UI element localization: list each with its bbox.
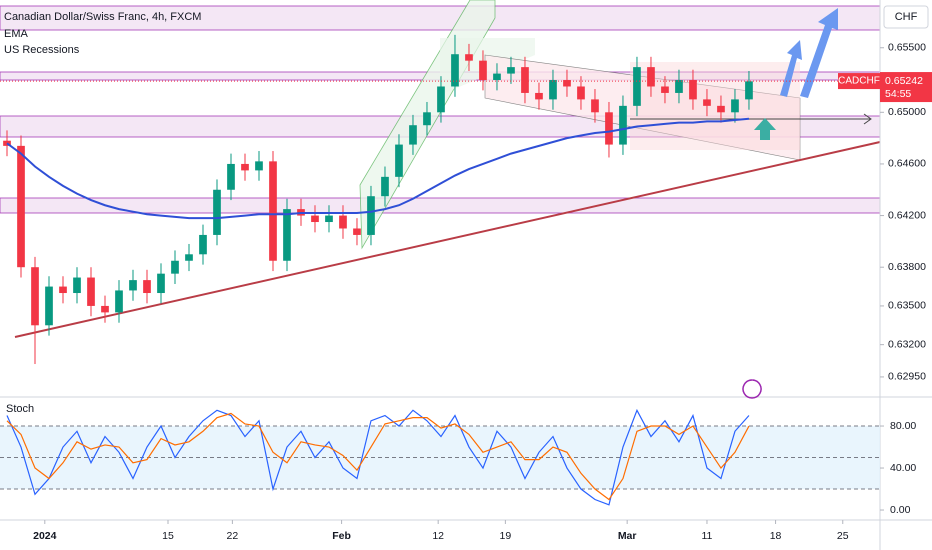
- candle-body: [255, 161, 263, 171]
- candle-body: [199, 234, 207, 255]
- candle-body: [395, 144, 403, 177]
- x-tick-label: 11: [702, 530, 713, 542]
- candle-body: [675, 80, 683, 93]
- candle-body: [339, 215, 347, 229]
- x-tick-label: 25: [837, 530, 849, 542]
- indicator-label: EMA: [4, 28, 29, 40]
- candle-body: [451, 54, 459, 87]
- candle-body: [423, 112, 431, 126]
- candle-body: [367, 196, 375, 235]
- candle-body: [227, 163, 235, 190]
- candle-body: [437, 86, 445, 113]
- candle-body: [689, 80, 697, 100]
- countdown: 54:55: [885, 88, 911, 100]
- y-tick-label: 0.63800: [888, 261, 926, 273]
- y-tick-label: 0.65000: [888, 106, 926, 118]
- candle-body: [731, 99, 739, 113]
- x-tick-label: 15: [162, 530, 174, 542]
- candle-body: [129, 280, 137, 291]
- x-tick-label: 19: [500, 530, 512, 542]
- zone: [0, 5, 881, 31]
- candle-body: [101, 305, 109, 313]
- candle-body: [605, 112, 613, 145]
- candle-body: [143, 280, 151, 294]
- y-tick-label: 0.63200: [888, 338, 926, 350]
- candle-body: [717, 105, 725, 113]
- candle-body: [479, 60, 487, 81]
- candle-body: [115, 290, 123, 313]
- candle-body: [59, 286, 67, 294]
- candle-body: [619, 105, 627, 145]
- y-tick-label: 0.64600: [888, 158, 926, 170]
- candle-body: [661, 86, 669, 93]
- y-tick-label: 0.64200: [888, 209, 926, 221]
- candle-body: [269, 161, 277, 261]
- projection-arrow: [800, 8, 838, 98]
- x-tick-label: 22: [227, 530, 239, 542]
- candle-body: [647, 67, 655, 87]
- pane-title: Stoch: [6, 403, 34, 415]
- box: [630, 62, 800, 150]
- x-tick-label: 12: [432, 530, 444, 542]
- candle-body: [465, 54, 473, 61]
- candle-body: [31, 267, 39, 326]
- stoch-line: [6, 408, 750, 506]
- symbol-tag-bg: [838, 73, 880, 90]
- candle-body: [171, 260, 179, 274]
- y-tick-label: 40.00: [890, 462, 916, 474]
- up-arrow: [754, 118, 776, 140]
- candle-body: [353, 228, 361, 235]
- candle-body: [73, 277, 81, 294]
- candle-body: [409, 125, 417, 145]
- x-tick-label: Feb: [332, 530, 351, 542]
- trendline: [14, 141, 881, 338]
- candle-body: [325, 215, 333, 223]
- x-tick-label: 2024: [33, 530, 57, 542]
- arrow-head: [863, 113, 872, 125]
- candle-body: [241, 163, 249, 171]
- currency-box[interactable]: [883, 5, 929, 29]
- candle-body: [535, 92, 543, 100]
- candle-body: [507, 67, 515, 74]
- y-tick-label: 0.63500: [888, 300, 926, 312]
- candle-body: [381, 176, 389, 197]
- x-tick-label: 18: [770, 530, 782, 542]
- indicator-label: US Recessions: [4, 44, 80, 56]
- projection-arrow: [780, 40, 802, 97]
- candle-body: [703, 99, 711, 106]
- y-tick-label: 80.00: [890, 420, 916, 432]
- y-tick-label: 0.62950: [888, 371, 926, 383]
- icon[interactable]: [742, 379, 762, 399]
- candle-body: [87, 277, 95, 306]
- candle-body: [563, 80, 571, 87]
- candle-body: [17, 145, 25, 268]
- candle-body: [311, 215, 319, 223]
- candle-body: [745, 81, 753, 100]
- candle-body: [213, 189, 221, 235]
- marks: 0.62950 0.63200 0.63500 0.63800 0.64200 0.646…: [0, 34, 932, 542]
- symbol-tag: CADCHF: [838, 76, 880, 87]
- y-tick-label: 0.65500: [888, 42, 926, 54]
- stoch-line: [6, 412, 750, 501]
- candle-body: [45, 286, 53, 326]
- y-tick-label: 0.00: [890, 504, 911, 516]
- candle-body: [591, 99, 599, 113]
- chart-title: Canadian Dollar/Swiss Franc, 4h, FXCM: [4, 11, 201, 23]
- candle-body: [157, 273, 165, 294]
- ema-line: [6, 117, 750, 220]
- x-tick-label: Mar: [618, 530, 637, 542]
- currency[interactable]: CHF: [895, 11, 918, 23]
- candle-body: [577, 86, 585, 100]
- candle-body: [521, 67, 529, 93]
- candle-body: [493, 73, 501, 81]
- price-tag-bg: [880, 72, 932, 103]
- candle-body: [633, 67, 641, 106]
- price-tag: 0.65242: [885, 75, 923, 87]
- candle-body: [185, 254, 193, 261]
- candle-body: [283, 209, 291, 261]
- candle-body: [549, 80, 557, 100]
